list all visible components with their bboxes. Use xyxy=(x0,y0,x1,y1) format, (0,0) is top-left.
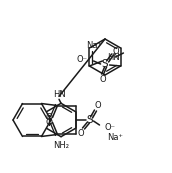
Text: S: S xyxy=(101,59,108,69)
Text: Na⁺: Na⁺ xyxy=(108,134,123,143)
Text: O: O xyxy=(94,102,101,111)
Text: NH₂: NH₂ xyxy=(53,141,69,150)
Text: O: O xyxy=(45,113,52,122)
Text: S: S xyxy=(86,115,93,125)
Text: O⁻: O⁻ xyxy=(105,122,116,131)
Text: O: O xyxy=(45,118,52,127)
Text: O: O xyxy=(99,75,106,84)
Text: O: O xyxy=(112,47,119,56)
Text: HN: HN xyxy=(107,53,120,62)
Text: HN: HN xyxy=(53,90,65,99)
Text: O: O xyxy=(77,129,84,138)
Text: O⁻: O⁻ xyxy=(77,54,88,63)
Text: Na⁺: Na⁺ xyxy=(87,42,103,51)
